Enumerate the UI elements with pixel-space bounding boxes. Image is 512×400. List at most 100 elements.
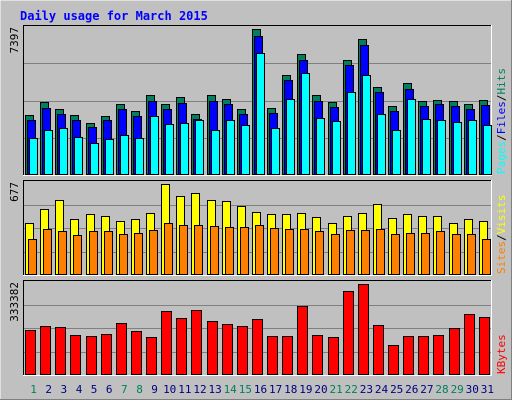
bar-kbytes-day-24 (373, 325, 384, 375)
x-tick-label-day-6: 6 (106, 383, 113, 396)
bar-sites-day-15 (240, 227, 249, 275)
legend-entry: KBytes (495, 334, 508, 374)
bar-kbytes-day-28 (433, 335, 444, 375)
bar-sites-day-30 (467, 234, 476, 275)
bar-kbytes-day-7 (116, 323, 127, 375)
bar-sites-day-3 (58, 231, 67, 275)
bar-pages-day-14 (226, 120, 235, 175)
bar-pages-day-18 (286, 99, 295, 175)
bar-kbytes-day-4 (70, 335, 81, 375)
bar-sites-day-2 (43, 229, 52, 275)
bar-sites-day-25 (391, 234, 400, 275)
x-tick-label-day-5: 5 (91, 383, 98, 396)
bar-pages-day-12 (195, 120, 204, 175)
x-tick-label-day-24: 24 (375, 383, 389, 396)
bar-kbytes-day-31 (479, 317, 490, 375)
y-max-label: 7397 (8, 27, 21, 54)
bar-kbytes-day-3 (55, 327, 66, 375)
legend-entry: Files (495, 101, 508, 134)
x-tick-label-day-12: 12 (193, 383, 206, 396)
bar-kbytes-day-29 (449, 328, 460, 375)
bar-kbytes-day-1 (25, 330, 36, 375)
bar-pages-day-4 (74, 137, 83, 175)
legend-entry: / (495, 134, 508, 141)
x-tick-label-day-19: 19 (299, 383, 312, 396)
bar-kbytes-day-26 (403, 336, 414, 375)
legend-entry: Visits (495, 195, 508, 235)
bar-sites-day-14 (225, 227, 234, 275)
bar-sites-day-6 (104, 231, 113, 275)
bar-kbytes-day-15 (237, 326, 248, 375)
bar-sites-day-29 (452, 234, 461, 275)
bar-sites-day-7 (119, 234, 128, 275)
x-tick-label-day-22: 22 (345, 383, 358, 396)
bar-pages-day-23 (362, 75, 371, 175)
bar-sites-day-8 (134, 233, 143, 275)
bar-pages-day-7 (120, 135, 129, 175)
bar-pages-day-8 (135, 138, 144, 175)
bar-kbytes-day-17 (267, 336, 278, 375)
bar-pages-day-20 (316, 118, 325, 175)
bar-pages-day-6 (105, 139, 114, 175)
bar-kbytes-day-22 (343, 291, 354, 375)
bar-pages-day-29 (453, 122, 462, 175)
bar-pages-day-13 (211, 130, 220, 175)
x-tick-label-day-16: 16 (254, 383, 267, 396)
bar-pages-day-31 (483, 125, 492, 175)
bar-sites-day-24 (376, 229, 385, 275)
bar-sites-day-11 (179, 225, 188, 275)
bar-kbytes-day-6 (101, 334, 112, 375)
bar-kbytes-day-11 (176, 318, 187, 375)
x-tick-label-day-28: 28 (435, 383, 448, 396)
legend-entry: Pages (495, 141, 508, 174)
bar-pages-day-5 (90, 143, 99, 175)
bar-pages-day-11 (180, 123, 189, 175)
bar-sites-day-5 (89, 231, 98, 275)
panel-kbytes: 333382 KBytes (8, 280, 508, 376)
chart-panels: 7397Pages/Files/Hits677Sites/Visits33338… (8, 25, 508, 376)
bar-kbytes-day-18 (282, 336, 293, 375)
bar-kbytes-day-8 (131, 331, 142, 375)
bar-kbytes-day-20 (312, 335, 323, 375)
bar-sites-day-18 (285, 229, 294, 275)
x-tick-label-day-18: 18 (284, 383, 297, 396)
bar-sites-day-17 (270, 228, 279, 275)
bar-sites-day-28 (436, 231, 445, 275)
x-tick-label-day-30: 30 (466, 383, 479, 396)
bar-kbytes-day-16 (252, 319, 263, 375)
x-tick-label-day-17: 17 (269, 383, 282, 396)
legend-entry: / (495, 95, 508, 102)
chart-title: Daily usage for March 2015 (20, 9, 208, 23)
panel-visits: 677 Sites/Visits (8, 180, 508, 276)
bar-kbytes-day-23 (358, 284, 369, 375)
bar-sites-day-10 (164, 223, 173, 275)
legend-entry: Sites (495, 241, 508, 274)
bar-kbytes-day-25 (388, 345, 399, 375)
x-tick-label-day-13: 13 (208, 383, 221, 396)
bar-sites-day-12 (194, 225, 203, 275)
bar-kbytes-day-9 (146, 337, 157, 375)
bar-kbytes-day-14 (222, 324, 233, 375)
bar-sites-day-1 (28, 239, 37, 275)
y-max-label: 333382 (8, 282, 21, 322)
panel-legend: Sites/Visits (495, 195, 508, 275)
bar-kbytes-day-5 (86, 336, 97, 375)
panel-legend: KBytes (495, 334, 508, 374)
x-tick-label-day-14: 14 (224, 383, 238, 396)
bar-pages-day-2 (44, 130, 53, 175)
bar-pages-day-17 (271, 128, 280, 175)
x-tick-label-day-9: 9 (151, 383, 158, 396)
legend-entry: / (495, 234, 508, 241)
bar-pages-day-10 (165, 124, 174, 175)
bar-sites-day-13 (210, 226, 219, 275)
x-tick-label-day-23: 23 (360, 383, 373, 396)
bar-pages-day-21 (332, 121, 341, 175)
bar-kbytes-day-30 (464, 314, 475, 375)
bar-pages-day-27 (422, 119, 431, 175)
bar-sites-day-21 (331, 234, 340, 275)
bar-pages-day-26 (407, 99, 416, 175)
x-tick-label-day-11: 11 (178, 383, 191, 396)
bar-pages-day-15 (241, 125, 250, 175)
